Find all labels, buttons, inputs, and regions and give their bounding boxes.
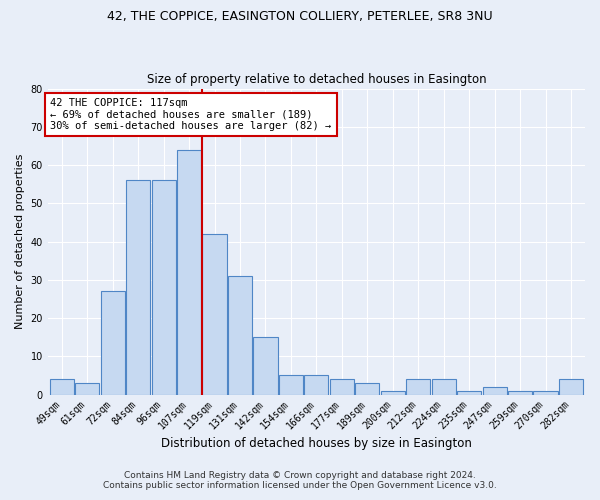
Bar [75,383,100,394]
Bar [304,376,328,394]
Text: Contains HM Land Registry data © Crown copyright and database right 2024.
Contai: Contains HM Land Registry data © Crown c… [103,470,497,490]
Bar [508,391,532,394]
Bar [202,234,227,394]
Bar [126,180,150,394]
Bar [152,180,176,394]
Bar [406,380,430,394]
Bar [50,380,74,394]
Bar [330,380,354,394]
Text: 42 THE COPPICE: 117sqm
← 69% of detached houses are smaller (189)
30% of semi-de: 42 THE COPPICE: 117sqm ← 69% of detached… [50,98,332,131]
Bar [279,376,303,394]
Bar [101,292,125,395]
Bar [228,276,252,394]
Title: Size of property relative to detached houses in Easington: Size of property relative to detached ho… [146,73,486,86]
Bar [177,150,201,394]
Bar [380,391,405,394]
Bar [457,391,481,394]
Bar [482,387,507,394]
Bar [559,380,583,394]
Text: 42, THE COPPICE, EASINGTON COLLIERY, PETERLEE, SR8 3NU: 42, THE COPPICE, EASINGTON COLLIERY, PET… [107,10,493,23]
Bar [253,337,278,394]
X-axis label: Distribution of detached houses by size in Easington: Distribution of detached houses by size … [161,437,472,450]
Bar [431,380,456,394]
Bar [355,383,379,394]
Bar [533,391,557,394]
Y-axis label: Number of detached properties: Number of detached properties [15,154,25,330]
